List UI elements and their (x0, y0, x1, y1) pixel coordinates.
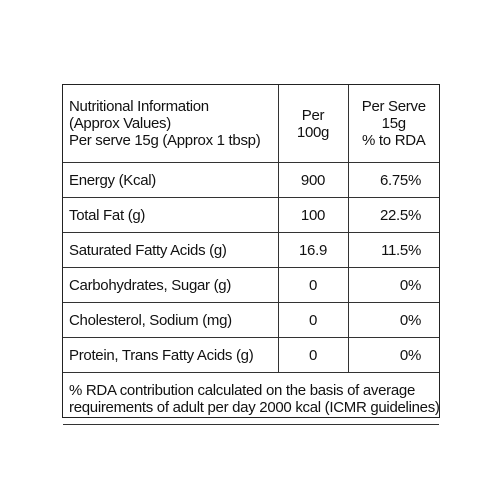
header-per-100g: Per 100g (277, 85, 349, 163)
table-row: Energy (Kcal) 900 6.75% (63, 162, 439, 198)
per-100g-value: 16.9 (277, 232, 349, 268)
per-100g-value: 0 (277, 267, 349, 303)
rda-footnote: % RDA contribution calculated on the bas… (63, 372, 440, 425)
rda-value: 0% (347, 302, 439, 338)
header-per-100g-line1: Per (301, 106, 325, 124)
header-nutrient: Nutritional Information (Approx Values) … (63, 85, 279, 163)
nutrient-name: Carbohydrates, Sugar (g) (63, 267, 279, 303)
nutrient-name: Energy (Kcal) (63, 162, 279, 198)
header-per-serve-line3: % to RDA (362, 132, 426, 149)
footnote-line-2: requirements of adult per day 2000 kcal … (69, 398, 440, 416)
nutrition-table: Nutritional Information (Approx Values) … (63, 85, 440, 425)
table-row: Carbohydrates, Sugar (g) 0 0% (63, 267, 439, 303)
table-row: Protein, Trans Fatty Acids (g) 0 0% (63, 337, 439, 373)
rda-value: 11.5% (347, 232, 439, 268)
nutrient-name: Total Fat (g) (63, 197, 279, 233)
header-title: Nutritional Information (69, 98, 209, 115)
header-serving: Per serve 15g (Approx 1 tbsp) (69, 132, 261, 149)
per-100g-value: 100 (277, 197, 349, 233)
rda-value: 0% (347, 267, 439, 303)
table-row: Saturated Fatty Acids (g) 16.9 11.5% (63, 232, 439, 268)
per-100g-value: 900 (277, 162, 349, 198)
nutrition-label: Nutritional Information (Approx Values) … (62, 84, 440, 425)
per-100g-value: 0 (277, 302, 349, 338)
header-per-100g-line2: 100g (296, 123, 330, 141)
footnote-row: % RDA contribution calculated on the bas… (63, 372, 440, 425)
nutrient-name: Protein, Trans Fatty Acids (g) (63, 337, 279, 373)
rda-value: 6.75% (347, 162, 439, 198)
header-per-serve-line1: Per Serve (361, 98, 426, 115)
per-100g-value: 0 (277, 337, 349, 373)
rda-value: 22.5% (347, 197, 439, 233)
table-header-row: Nutritional Information (Approx Values) … (63, 85, 439, 163)
footnote-line-1: % RDA contribution calculated on the bas… (69, 381, 415, 399)
table-row: Cholesterol, Sodium (mg) 0 0% (63, 302, 439, 338)
rda-value: 0% (347, 337, 439, 373)
header-per-serve-rda: Per Serve 15g % to RDA (347, 85, 439, 163)
header-subtitle: (Approx Values) (69, 115, 171, 132)
nutrient-name: Saturated Fatty Acids (g) (63, 232, 279, 268)
table-row: Total Fat (g) 100 22.5% (63, 197, 439, 233)
nutrient-name: Cholesterol, Sodium (mg) (63, 302, 279, 338)
header-per-serve-line2: 15g (381, 115, 406, 132)
